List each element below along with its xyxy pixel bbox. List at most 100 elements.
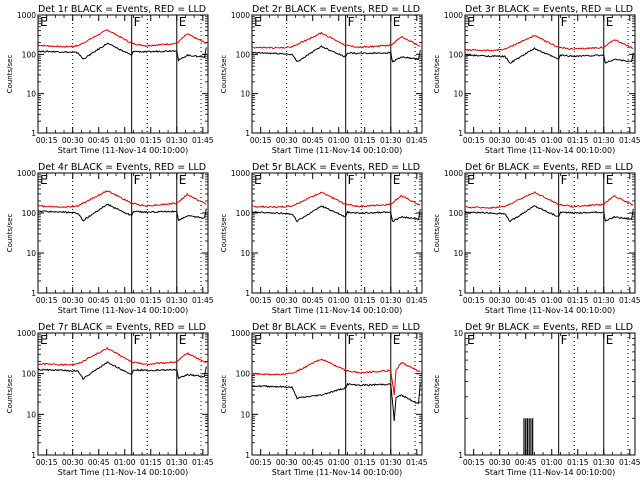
y-tick-label: 100 <box>22 50 37 59</box>
lld-series-line <box>251 191 421 209</box>
events-series-line <box>37 203 207 222</box>
chart-title: Det 7r BLACK = Events, RED = LLD <box>38 322 206 333</box>
y-tick-label: 100 <box>236 50 251 59</box>
chart-panel-7: Det 7r BLACK = Events, RED = LLD 1 10 100 10… <box>6 322 214 477</box>
x-tick-label: 01:15 <box>567 136 589 145</box>
x-tick-label: 01:15 <box>140 296 162 305</box>
chart-title: Det 1r BLACK = Events, RED = LLD <box>38 4 206 15</box>
plot-frame <box>464 332 636 456</box>
x-tick-label: 01:30 <box>593 458 615 467</box>
y-tick-label: 1 <box>245 451 250 460</box>
y-tick-label: 1000 <box>231 11 250 20</box>
y-tick-label: 10 <box>26 249 36 258</box>
marker-label: F <box>561 333 568 347</box>
y-axis-label: Counts/sec <box>220 375 228 414</box>
y-tick-label: 1 <box>458 451 463 460</box>
y-tick-label: 10 <box>26 90 36 99</box>
y-tick-label: 100 <box>449 50 464 59</box>
events-series-line <box>251 45 421 63</box>
chart-title: Det 9r BLACK = Events, RED = LLD <box>465 322 633 333</box>
x-tick-label: 01:00 <box>328 136 350 145</box>
y-tick-label: 1000 <box>231 329 250 338</box>
marker-label: F <box>561 15 568 29</box>
x-tick-label: 00:15 <box>36 458 58 467</box>
x-tick-label: 01:45 <box>406 136 428 145</box>
marker-label: E <box>254 173 262 187</box>
y-tick-label: 10 <box>240 90 250 99</box>
x-tick-label: 01:15 <box>354 296 376 305</box>
marker-label: E <box>179 333 187 347</box>
marker-label: F <box>561 173 568 187</box>
marker-label: E <box>606 333 614 347</box>
marker-label: E <box>254 15 262 29</box>
plot-frame <box>251 14 423 134</box>
y-axis-label: Counts/sec <box>6 55 14 94</box>
x-tick-label: 00:30 <box>276 136 298 145</box>
chart-panel-1: Det 1r BLACK = Events, RED = LLD 1 10 100 10… <box>6 4 214 155</box>
lld-series-line <box>37 29 207 48</box>
marker-label: E <box>179 173 187 187</box>
marker-label: E <box>40 173 48 187</box>
y-tick-label: 10 <box>240 249 250 258</box>
x-tick-label: 00:45 <box>515 458 537 467</box>
chart-title: Det 5r BLACK = Events, RED = LLD <box>252 162 420 173</box>
y-tick-label: 1 <box>458 289 463 298</box>
marker-label: E <box>467 15 475 29</box>
y-tick-label: 1000 <box>17 329 36 338</box>
x-tick-label: 01:00 <box>541 458 563 467</box>
marker-label: E <box>606 15 614 29</box>
y-tick-label: 1000 <box>231 169 250 178</box>
chart-panel-3: Det 3r BLACK = Events, RED = LLD 1 10 100 10… <box>433 4 640 155</box>
lld-series-line <box>251 358 421 396</box>
y-tick-label: 1 <box>31 289 36 298</box>
x-tick-label: 00:15 <box>250 296 272 305</box>
marker-label: E <box>179 15 187 29</box>
chart-title: Det 8r BLACK = Events, RED = LLD <box>252 322 420 333</box>
events-series-line <box>251 205 421 223</box>
lld-series-line <box>464 191 634 210</box>
lld-series-line <box>251 31 421 50</box>
x-tick-label: 01:00 <box>114 296 136 305</box>
marker-label: E <box>606 173 614 187</box>
events-series-line <box>464 47 634 64</box>
y-tick-label: 1000 <box>444 11 463 20</box>
x-tick-label: 01:30 <box>380 136 402 145</box>
x-tick-label: 01:30 <box>166 296 188 305</box>
y-tick-label: 1000 <box>444 169 463 178</box>
events-series-line <box>464 205 634 223</box>
x-tick-label: 00:30 <box>276 296 298 305</box>
chart-title: Det 3r BLACK = Events, RED = LLD <box>465 4 633 15</box>
chart-panel-4: Det 4r BLACK = Events, RED = LLD 1 10 100 10… <box>6 162 214 315</box>
x-tick-label: 01:15 <box>354 136 376 145</box>
x-tick-label: 01:15 <box>354 458 376 467</box>
marker-label: E <box>254 333 262 347</box>
x-axis-label: Start Time (11-Nov-14 00:10:00) <box>58 468 188 477</box>
x-tick-label: 00:45 <box>302 136 324 145</box>
x-tick-label: 01:45 <box>192 458 214 467</box>
marker-label: F <box>134 15 141 29</box>
x-tick-label: 01:30 <box>593 296 615 305</box>
x-tick-label: 00:30 <box>276 458 298 467</box>
x-tick-label: 01:30 <box>166 136 188 145</box>
x-tick-label: 00:30 <box>62 136 84 145</box>
x-tick-label: 00:30 <box>489 136 511 145</box>
x-tick-label: 01:45 <box>619 296 640 305</box>
x-tick-label: 01:00 <box>541 296 563 305</box>
x-tick-label: 00:30 <box>62 296 84 305</box>
plot-frame <box>464 14 636 134</box>
x-tick-label: 00:15 <box>36 296 58 305</box>
x-tick-label: 00:45 <box>515 296 537 305</box>
x-tick-label: 00:45 <box>88 458 110 467</box>
x-axis-label: Start Time (11-Nov-14 00:10:00) <box>272 306 402 315</box>
x-tick-label: 01:45 <box>406 458 428 467</box>
y-tick-label: 10 <box>453 249 463 258</box>
y-axis-label: Counts/sec <box>220 214 228 253</box>
lld-series-line <box>37 190 207 209</box>
x-tick-label: 01:45 <box>619 136 640 145</box>
y-tick-label: 10 <box>240 410 250 419</box>
x-tick-label: 01:00 <box>541 136 563 145</box>
x-axis-label: Start Time (11-Nov-14 00:10:00) <box>272 468 402 477</box>
marker-label: F <box>134 333 141 347</box>
chart-title: Det 2r BLACK = Events, RED = LLD <box>252 4 420 15</box>
